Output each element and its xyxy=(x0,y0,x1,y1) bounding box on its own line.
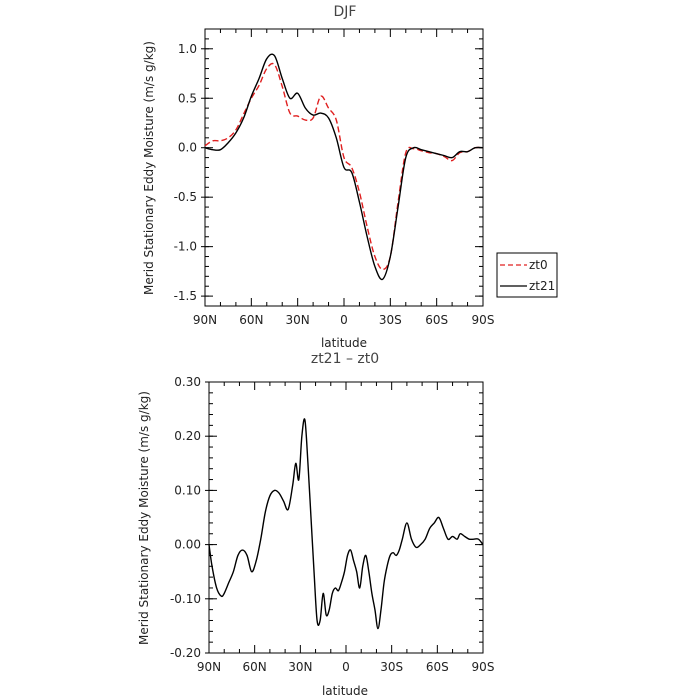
top-axis-ticks xyxy=(201,28,484,307)
bottom-series-lines xyxy=(208,418,484,630)
bottom-panel: zt21 – zt0 90N 60N 30N 0 30S 60S 90S 0.30 0.20 0.… xyxy=(137,351,494,698)
y-tick-label: 0.10 xyxy=(174,483,201,497)
top-tick-labels: 90N 60N 30N 0 30S 60S 90S 1.0 0.5 0.0 -0.5 -1.0 -1.5 xyxy=(174,42,495,327)
x-tick-label: 30S xyxy=(380,660,403,674)
y-tick-label: 0.20 xyxy=(174,429,201,443)
x-tick-label: 90N xyxy=(193,313,217,327)
x-tick-label: 0 xyxy=(342,660,350,674)
x-tick-label: 30S xyxy=(379,313,402,327)
top-y-axis-label: Merid Stationary Eddy Moisture (m/s g/kg… xyxy=(142,41,156,295)
y-tick-label: 0.00 xyxy=(174,538,201,552)
x-tick-label: 90N xyxy=(197,660,221,674)
y-tick-label: 1.0 xyxy=(178,42,197,56)
top-legend: zt0 zt21 xyxy=(496,252,558,298)
x-tick-label: 0 xyxy=(340,313,348,327)
bottom-x-axis-label: latitude xyxy=(322,684,368,698)
x-tick-label: 90S xyxy=(472,660,495,674)
x-tick-label: 60N xyxy=(243,660,267,674)
bottom-axis-ticks xyxy=(205,381,484,654)
bottom-y-axis-label: Merid Stationary Eddy Moisture (m/s g/kg… xyxy=(137,391,151,645)
y-tick-label: -1.5 xyxy=(174,289,197,303)
x-tick-label: 30N xyxy=(286,313,310,327)
bottom-tick-labels: 90N 60N 30N 0 30S 60S 90S 0.30 0.20 0.10 0.00 -0.10… xyxy=(170,375,495,674)
bottom-chart-title: zt21 – zt0 xyxy=(311,351,379,367)
x-tick-label: 60S xyxy=(425,313,448,327)
top-chart-title: DJF xyxy=(334,4,357,20)
series-line-series-0 xyxy=(208,418,484,630)
y-tick-label: -0.5 xyxy=(174,190,197,204)
y-tick-label: -1.0 xyxy=(174,240,197,254)
legend-frame xyxy=(496,252,558,298)
y-tick-label: 0.5 xyxy=(178,91,197,105)
top-x-axis-label: latitude xyxy=(321,336,367,350)
top-panel: DJF 90N 60N 30N 0 30S 60S 90S 1.0 0.5 0.0 -0.5 -1.0… xyxy=(142,4,558,350)
legend-label-zt21: zt21 xyxy=(529,279,555,293)
y-tick-label: 0.0 xyxy=(178,141,197,155)
x-tick-label: 30N xyxy=(288,660,312,674)
x-tick-label: 60N xyxy=(239,313,263,327)
y-tick-label: -0.20 xyxy=(170,646,201,660)
y-tick-label: -0.10 xyxy=(170,592,201,606)
legend-label-zt0: zt0 xyxy=(529,258,548,272)
y-tick-label: 0.30 xyxy=(174,375,201,389)
bottom-plot-frame xyxy=(208,381,484,654)
x-tick-label: 90S xyxy=(472,313,495,327)
x-tick-label: 60S xyxy=(426,660,449,674)
top-series-lines xyxy=(204,53,484,281)
series-line-zt21 xyxy=(204,53,484,281)
